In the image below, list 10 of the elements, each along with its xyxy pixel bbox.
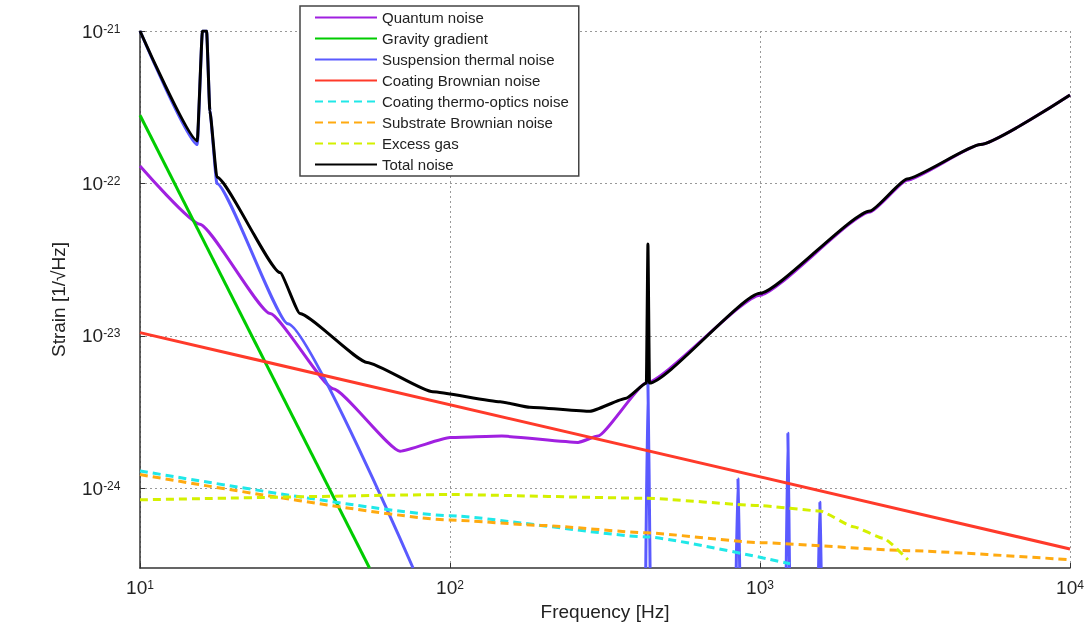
legend-label: Total noise xyxy=(382,156,454,173)
legend-label: Substrate Brownian noise xyxy=(382,114,553,131)
legend-label: Excess gas xyxy=(382,135,459,152)
legend-label: Coating Brownian noise xyxy=(382,72,541,89)
y-axis-title: Strain [1/√Hz] xyxy=(48,242,69,357)
legend-label: Gravity gradient xyxy=(382,30,489,47)
legend-label: Quantum noise xyxy=(382,9,484,26)
legend-label: Coating thermo-optics noise xyxy=(382,93,569,110)
legend-label: Suspension thermal noise xyxy=(382,51,555,68)
x-axis-title: Frequency [Hz] xyxy=(540,601,670,622)
